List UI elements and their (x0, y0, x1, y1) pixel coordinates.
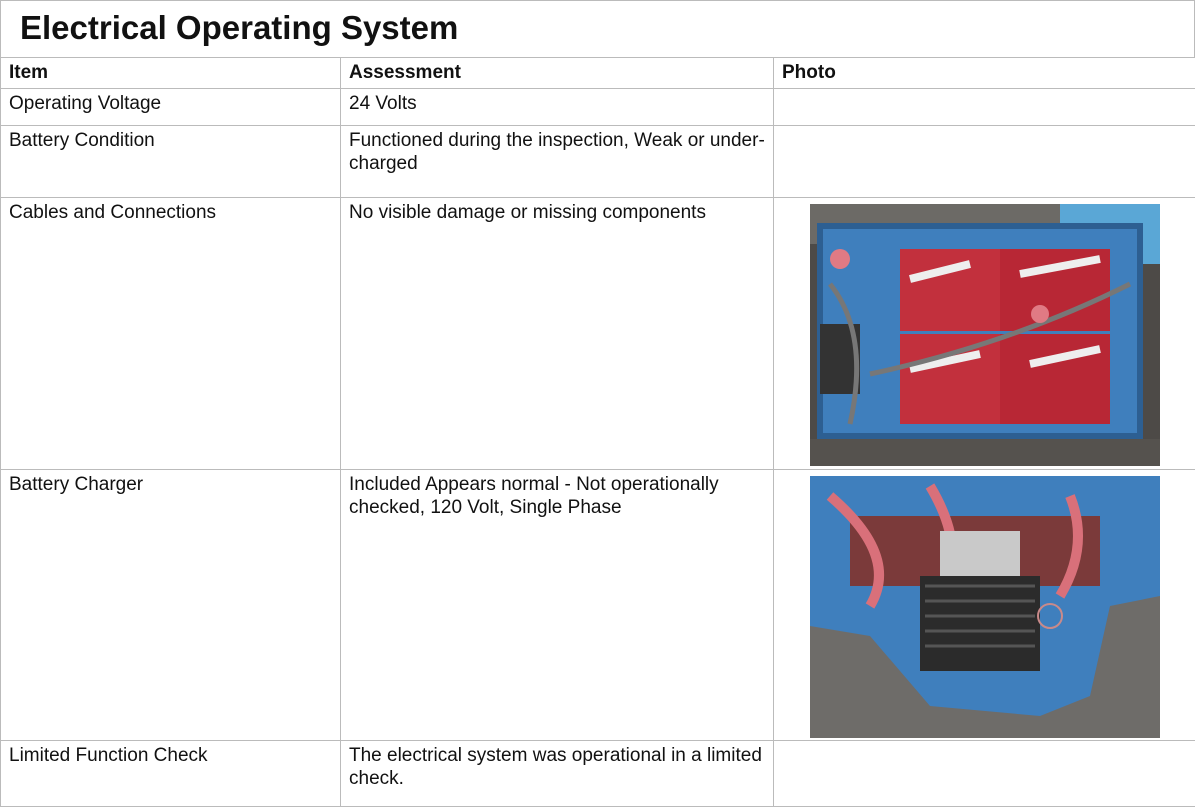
item-cell: Battery Condition (1, 126, 341, 198)
row: Battery Charger Included Appears normal … (1, 470, 1195, 741)
item-cell: Operating Voltage (1, 89, 341, 126)
photo-cell (774, 470, 1195, 741)
charger-photo (810, 476, 1160, 738)
item-cell: Cables and Connections (1, 198, 341, 470)
row: Operating Voltage 24 Volts (1, 89, 1195, 126)
section-header: Electrical Operating System (0, 0, 1195, 58)
photo-cell (774, 89, 1195, 126)
header-row: Item Assessment Photo (1, 58, 1195, 89)
section-title: Electrical Operating System (1, 1, 1194, 47)
assessment-cell: The electrical system was operational in… (341, 741, 774, 807)
battery-photo (810, 204, 1160, 466)
photo-cell (774, 198, 1195, 470)
column-header: Assessment (341, 58, 774, 89)
row: Cables and Connections No visible damage… (1, 198, 1195, 470)
column-header: Item (1, 58, 341, 89)
assessment-cell: Functioned during the inspection, Weak o… (341, 126, 774, 198)
row: Battery Condition Functioned during the … (1, 126, 1195, 198)
photo-cell (774, 126, 1195, 198)
row: Limited Function Check The electrical sy… (1, 741, 1195, 807)
assessment-cell: 24 Volts (341, 89, 774, 126)
item-cell: Limited Function Check (1, 741, 341, 807)
assessment-cell: Included Appears normal - Not operationa… (341, 470, 774, 741)
column-header: Photo (774, 58, 1195, 89)
assessment-cell: No visible damage or missing components (341, 198, 774, 470)
inspection-table: Item Assessment Photo Operating Voltage … (0, 57, 1195, 807)
photo-cell (774, 741, 1195, 807)
item-cell: Battery Charger (1, 470, 341, 741)
